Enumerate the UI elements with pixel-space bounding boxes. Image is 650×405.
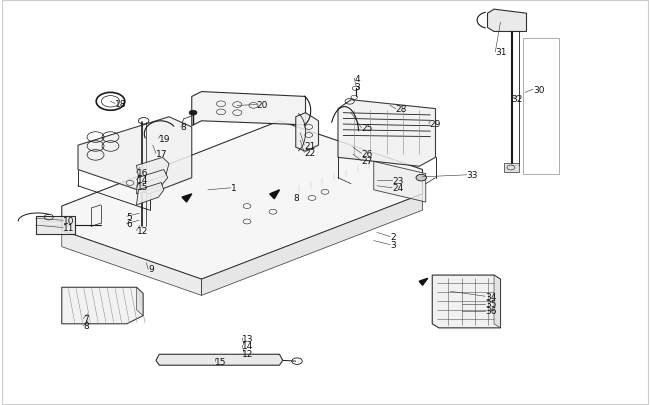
Text: 4: 4: [354, 75, 360, 83]
Text: 28: 28: [396, 105, 407, 114]
Text: 14: 14: [242, 341, 254, 350]
Polygon shape: [62, 288, 143, 324]
Text: 12: 12: [136, 226, 148, 235]
Text: 10: 10: [63, 216, 75, 225]
Text: 21: 21: [304, 141, 316, 150]
Text: 15: 15: [214, 357, 226, 366]
Polygon shape: [62, 231, 202, 296]
Polygon shape: [202, 194, 422, 296]
Text: 35: 35: [485, 299, 497, 308]
Text: 22: 22: [304, 149, 315, 158]
Text: 24: 24: [392, 184, 403, 193]
Text: 27: 27: [361, 157, 373, 166]
Text: 23: 23: [392, 177, 403, 185]
Text: 31: 31: [495, 48, 507, 57]
Polygon shape: [182, 194, 192, 202]
Text: 30: 30: [533, 85, 545, 94]
Polygon shape: [432, 275, 500, 328]
Text: 32: 32: [512, 95, 523, 104]
Text: 6: 6: [127, 220, 133, 228]
Polygon shape: [36, 217, 75, 234]
Polygon shape: [136, 158, 169, 184]
Text: 9: 9: [148, 265, 154, 274]
Polygon shape: [494, 275, 500, 328]
Text: 1: 1: [231, 184, 237, 193]
Text: 20: 20: [257, 101, 268, 110]
Text: 11: 11: [63, 224, 75, 232]
Text: 12: 12: [242, 349, 254, 358]
Circle shape: [189, 111, 197, 116]
Polygon shape: [296, 113, 318, 152]
Text: 3: 3: [390, 241, 396, 249]
Text: 8: 8: [181, 123, 187, 132]
Text: 26: 26: [361, 149, 373, 158]
Text: 8: 8: [83, 322, 89, 330]
Polygon shape: [338, 100, 436, 167]
Text: 8: 8: [294, 194, 300, 203]
Text: 7: 7: [83, 314, 89, 323]
Polygon shape: [136, 170, 168, 194]
Text: 33: 33: [467, 171, 478, 180]
Polygon shape: [488, 10, 526, 32]
Polygon shape: [419, 279, 428, 286]
Text: 18: 18: [115, 100, 127, 109]
Text: 25: 25: [361, 124, 373, 133]
Polygon shape: [270, 190, 280, 199]
Text: 34: 34: [485, 292, 497, 301]
Polygon shape: [136, 288, 143, 316]
Text: 16: 16: [136, 168, 148, 177]
Text: 29: 29: [429, 120, 441, 129]
Text: 17: 17: [156, 149, 168, 158]
Polygon shape: [192, 92, 306, 126]
Text: 15: 15: [136, 183, 148, 192]
Polygon shape: [136, 183, 164, 205]
Text: 3: 3: [354, 83, 360, 92]
Text: 14: 14: [136, 176, 148, 185]
Text: 19: 19: [159, 134, 170, 143]
Polygon shape: [62, 122, 423, 279]
Text: 36: 36: [485, 307, 497, 315]
Circle shape: [416, 175, 426, 181]
Polygon shape: [504, 164, 519, 172]
Text: 5: 5: [127, 212, 133, 221]
Text: 13: 13: [242, 334, 254, 343]
Polygon shape: [78, 117, 192, 194]
Polygon shape: [374, 162, 426, 202]
Polygon shape: [156, 354, 283, 365]
Text: 2: 2: [390, 232, 396, 241]
